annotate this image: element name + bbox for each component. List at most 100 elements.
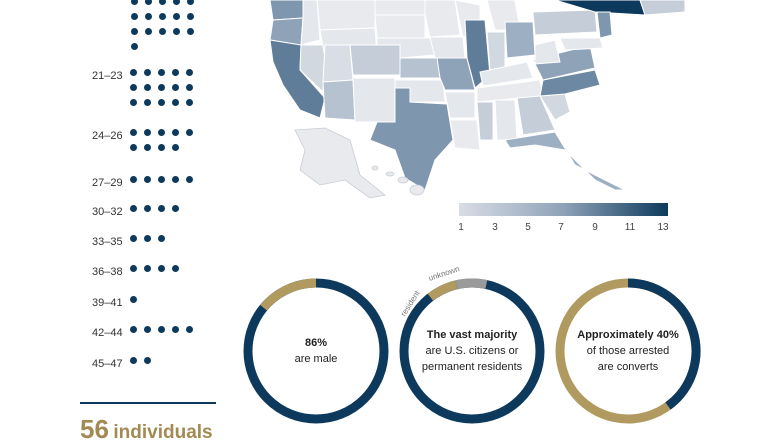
age-dots — [130, 357, 205, 372]
dot — [172, 129, 179, 136]
dot — [130, 235, 137, 242]
age-label: 42–44 — [92, 327, 123, 339]
age-row: 24–26 — [92, 129, 205, 159]
dot — [158, 84, 165, 91]
individuals-label: individuals — [113, 422, 213, 443]
age-row: 27–29 — [92, 176, 205, 191]
dot — [186, 176, 193, 183]
age-dots — [130, 176, 205, 191]
dot — [172, 144, 179, 151]
legend-tick: 11 — [624, 222, 636, 233]
dot — [145, 28, 152, 35]
dot — [144, 84, 151, 91]
dot — [130, 357, 137, 364]
donut-unknown-arc — [455, 278, 488, 290]
legend-tick: 3 — [492, 222, 498, 233]
dot — [186, 326, 193, 333]
dot — [144, 326, 151, 333]
dot — [158, 265, 165, 272]
age-dots — [130, 265, 205, 280]
age-label: 33–35 — [92, 236, 123, 248]
dot — [144, 99, 151, 106]
dot — [131, 0, 138, 5]
age-label: 45–47 — [92, 358, 123, 370]
dot — [130, 326, 137, 333]
dot — [172, 99, 179, 106]
dot — [172, 326, 179, 333]
dot — [158, 129, 165, 136]
state-colorado — [349, 44, 401, 76]
state-idaho — [300, 0, 321, 46]
dot — [186, 69, 193, 76]
dot — [186, 84, 193, 91]
donut-caption-line1: of those arrested — [586, 345, 670, 357]
state-alaska — [294, 127, 386, 199]
age-dots — [130, 296, 205, 311]
state-mississippi — [476, 101, 494, 141]
donut-converts-text: Approximately 40% of those arrested are … — [554, 277, 702, 425]
state-kansas — [399, 57, 441, 79]
donut-male: 86% are male — [242, 277, 390, 425]
dot — [144, 265, 151, 272]
dot — [130, 99, 137, 106]
dot — [131, 13, 138, 20]
dot — [144, 69, 151, 76]
dot — [159, 28, 166, 35]
age-dots-top — [131, 0, 206, 58]
state-west-virginia — [534, 39, 561, 65]
donut-track — [243, 278, 389, 424]
age-label: 39–41 — [92, 297, 123, 309]
dot — [130, 129, 137, 136]
legend-tick: 13 — [657, 222, 669, 233]
map-legend-bar — [459, 203, 668, 216]
dot — [145, 0, 152, 5]
state-new-jersey — [596, 11, 613, 39]
donut-caption-line2: permanent residents — [421, 361, 523, 373]
state-north-dakota — [374, 0, 426, 16]
age-label: 21–23 — [92, 70, 123, 82]
state-arkansas — [444, 91, 476, 119]
dot — [130, 144, 137, 151]
donut-converts: Approximately 40% of those arrested are … — [554, 277, 702, 425]
legend-tick: 1 — [458, 222, 464, 233]
dot — [130, 176, 137, 183]
dot — [130, 265, 137, 272]
dot — [144, 357, 151, 364]
state-texas — [369, 87, 454, 191]
donut-male-ring — [243, 278, 389, 424]
dot — [131, 28, 138, 35]
age-row: 39–41 — [92, 296, 205, 311]
age-label: 27–29 — [92, 177, 123, 189]
donut-citizenship-text: The vast majority are U.S. citizens or p… — [398, 277, 546, 425]
dot — [172, 205, 179, 212]
state-alabama — [494, 99, 518, 141]
state-ohio — [504, 21, 536, 59]
donut-share-arc — [627, 278, 701, 410]
age-label: 36–38 — [92, 266, 123, 278]
individuals-headline: 56 individuals — [80, 414, 213, 445]
dot — [144, 235, 151, 242]
dot — [144, 205, 151, 212]
dot — [130, 205, 137, 212]
age-row: 36–38 — [92, 265, 205, 280]
donut-resident-arc — [427, 280, 458, 301]
dot — [144, 176, 151, 183]
dot — [158, 69, 165, 76]
dot — [159, 0, 166, 5]
dot — [158, 176, 165, 183]
state-new-mexico — [352, 77, 396, 123]
age-row: 42–44 — [92, 326, 205, 341]
dot — [186, 129, 193, 136]
donut-share-arc — [260, 278, 317, 311]
state-georgia — [516, 95, 556, 136]
state-missouri — [436, 57, 476, 91]
dot — [186, 99, 193, 106]
donut-caption: are male — [294, 353, 338, 365]
state-washington — [269, 0, 306, 21]
dot — [187, 0, 194, 5]
donut-caption-line2: are converts — [597, 361, 659, 373]
donut-value: The vast majority — [426, 329, 518, 341]
dot — [130, 84, 137, 91]
age-dots — [130, 69, 205, 114]
state-maryland — [559, 37, 604, 51]
